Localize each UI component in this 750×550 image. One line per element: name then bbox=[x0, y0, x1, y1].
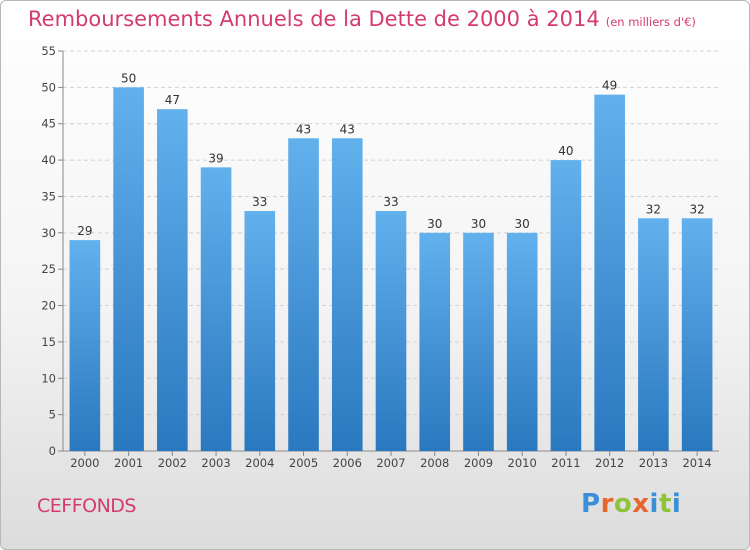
logo-letter: t bbox=[658, 489, 672, 519]
x-tick-label-2001: 2001 bbox=[114, 456, 143, 470]
y-tick-label: 35 bbox=[41, 189, 56, 203]
logo-letter: r bbox=[600, 489, 614, 519]
bar-2009 bbox=[463, 232, 494, 451]
x-tick-label-2008: 2008 bbox=[420, 456, 449, 470]
data-label-2008: 30 bbox=[427, 217, 442, 231]
x-tick-label-2004: 2004 bbox=[245, 456, 274, 470]
logo-letter: i bbox=[671, 489, 682, 519]
bar-2001 bbox=[113, 87, 144, 451]
data-label-2013: 32 bbox=[646, 202, 661, 216]
x-tick-label-2013: 2013 bbox=[639, 456, 668, 470]
chart-title-text: Remboursements Annuels de la Dette de 20… bbox=[28, 7, 600, 31]
x-tick-label-2007: 2007 bbox=[376, 456, 405, 470]
commune-name: CEFFONDS bbox=[37, 495, 137, 517]
bar-2011 bbox=[550, 160, 582, 451]
bar-2004 bbox=[244, 211, 276, 451]
y-tick-label: 5 bbox=[49, 408, 56, 422]
logo-letter: x bbox=[632, 489, 650, 519]
data-label-2002: 47 bbox=[165, 93, 180, 107]
data-label-2009: 30 bbox=[471, 217, 486, 231]
x-tick-label-2005: 2005 bbox=[289, 456, 318, 470]
data-label-2003: 39 bbox=[208, 151, 223, 165]
data-label-2006: 43 bbox=[340, 122, 355, 136]
unit-note: (en milliers d'€) bbox=[605, 15, 696, 29]
data-label-2010: 30 bbox=[515, 217, 530, 231]
x-tick-label-2002: 2002 bbox=[158, 456, 187, 470]
y-tick-label: 40 bbox=[41, 153, 56, 167]
bar-2007 bbox=[375, 211, 407, 451]
x-tick-label-2012: 2012 bbox=[595, 456, 624, 470]
y-tick-label: 25 bbox=[41, 262, 56, 276]
data-label-2004: 33 bbox=[252, 195, 267, 209]
data-label-2007: 33 bbox=[383, 195, 398, 209]
bar-2014 bbox=[681, 218, 713, 451]
y-tick-label: 0 bbox=[49, 444, 56, 458]
y-tick-label: 15 bbox=[41, 335, 56, 349]
bar-2003 bbox=[200, 167, 232, 451]
x-tick-label-2000: 2000 bbox=[70, 456, 99, 470]
logo-letter: o bbox=[613, 489, 633, 519]
bar-2008 bbox=[419, 232, 451, 451]
data-label-2014: 32 bbox=[689, 202, 704, 216]
bar-2010 bbox=[506, 232, 538, 451]
y-tick-label: 45 bbox=[41, 117, 56, 131]
logo-letter: P bbox=[581, 489, 601, 519]
labels: 0 5 10 15 20 25 30 35 40 45 50 55 29 2000 50 2001 47 2002… bbox=[41, 44, 711, 470]
bar-2002 bbox=[157, 109, 188, 451]
logo-letter: i bbox=[649, 489, 659, 519]
data-label-2012: 49 bbox=[602, 79, 617, 93]
bar-2012 bbox=[594, 94, 625, 452]
y-tick-label: 30 bbox=[41, 226, 56, 240]
bar-2000 bbox=[69, 240, 101, 451]
bar-2013 bbox=[638, 218, 669, 451]
bar-2005 bbox=[288, 138, 319, 452]
proxiti-logo: Proxiti bbox=[581, 489, 681, 519]
y-tick-label: 50 bbox=[41, 80, 56, 94]
data-label-2001: 50 bbox=[121, 71, 136, 85]
x-tick-label-2014: 2014 bbox=[682, 456, 711, 470]
data-label-2000: 29 bbox=[77, 224, 92, 238]
x-tick-label-2009: 2009 bbox=[464, 456, 493, 470]
x-tick-label-2010: 2010 bbox=[508, 456, 537, 470]
y-tick-label: 20 bbox=[41, 299, 56, 313]
y-tick-label: 55 bbox=[41, 44, 56, 58]
x-tick-label-2003: 2003 bbox=[201, 456, 230, 470]
x-tick-label-2006: 2006 bbox=[333, 456, 362, 470]
y-tick-label: 10 bbox=[41, 371, 56, 385]
bars bbox=[69, 87, 713, 452]
bar-2006 bbox=[331, 138, 363, 452]
chart-title: Remboursements Annuels de la Dette de 20… bbox=[28, 7, 696, 31]
x-tick-label-2011: 2011 bbox=[551, 456, 580, 470]
data-label-2011: 40 bbox=[558, 144, 573, 158]
data-label-2005: 43 bbox=[296, 122, 311, 136]
